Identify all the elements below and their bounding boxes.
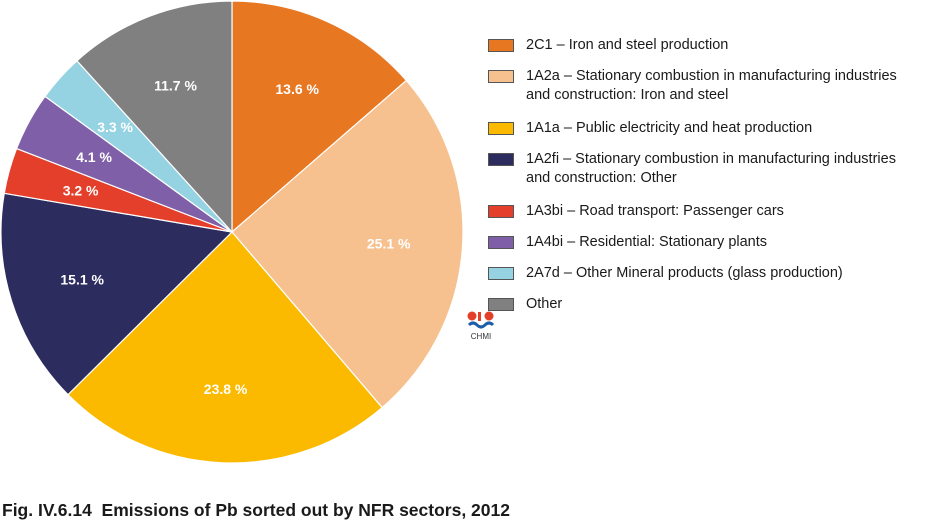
- legend-item-7: 2A7d – Other Mineral products (glass pro…: [488, 264, 843, 283]
- legend-label: Other: [526, 296, 563, 312]
- legend-label: 1A2a – Stationary combustion in manufact…: [526, 68, 897, 103]
- chmi-logo: CHMI: [466, 310, 496, 342]
- pie-slice-labels: 13.6 % 25.1 % 23.8 % 15.1 % 3.2 % 4.1 % 3.3 % 1…: [60, 77, 411, 397]
- pie-slices: [0, 0, 464, 464]
- legend-label: 1A4bi – Residential: Stationary plants: [526, 234, 768, 250]
- legend-item-6: 1A4bi – Residential: Stationary plants: [488, 233, 767, 252]
- legend-swatch: [488, 236, 514, 249]
- pie-slice-label-4: 15.1 %: [60, 271, 104, 287]
- legend-swatch: [488, 39, 514, 52]
- legend-swatch: [488, 267, 514, 280]
- legend-swatch: [488, 205, 514, 218]
- pie-slice-label-2: 25.1 %: [367, 236, 411, 252]
- legend-item-1: 2C1 – Iron and steel production: [488, 36, 728, 55]
- figure-caption: Fig. IV.6.14 Emissions of Pb sorted out …: [2, 500, 510, 520]
- pie-slice-label-3: 23.8 %: [204, 381, 248, 397]
- legend-swatch: [488, 122, 514, 135]
- pie-slice-label-6: 4.1 %: [76, 149, 112, 165]
- legend-swatch: [488, 70, 514, 83]
- pie-slice-4: [0, 192, 234, 396]
- legend-item-3: 1A1a – Public electricity and heat produ…: [488, 119, 812, 138]
- legend-item-8: Other: [488, 295, 562, 314]
- pie-slice-2: [231, 79, 464, 409]
- legend-item-5: 1A3bi – Road transport: Passenger cars: [488, 202, 784, 221]
- pie-slice-3: [67, 231, 383, 464]
- pie-slice-label-5: 3.2 %: [63, 182, 99, 198]
- pie-slice-1: [231, 0, 408, 234]
- legend-label: 2A7d – Other Mineral products (glass pro…: [526, 265, 843, 281]
- legend-label: 1A1a – Public electricity and heat produ…: [526, 120, 813, 136]
- legend-swatch: [488, 153, 514, 166]
- legend-item-4: 1A2fi – Stationary combustion in manufac…: [488, 150, 896, 188]
- legend-label: 2C1 – Iron and steel production: [526, 37, 729, 53]
- pie-slice-label-8: 11.7 %: [154, 77, 197, 93]
- chmi-logo-icon: [467, 311, 495, 329]
- legend-label: 1A2fi – Stationary combustion in manufac…: [526, 151, 896, 186]
- legend-item-2: 1A2a – Stationary combustion in manufact…: [488, 67, 897, 105]
- legend-swatch: [488, 298, 514, 311]
- chmi-logo-text: CHMI: [470, 332, 492, 341]
- legend-label: 1A3bi – Road transport: Passenger cars: [526, 203, 784, 219]
- pie-slice-label-7: 3.3 %: [97, 119, 133, 135]
- pie-slice-8: [76, 0, 233, 234]
- pie-slice-label-1: 13.6 %: [275, 81, 319, 97]
